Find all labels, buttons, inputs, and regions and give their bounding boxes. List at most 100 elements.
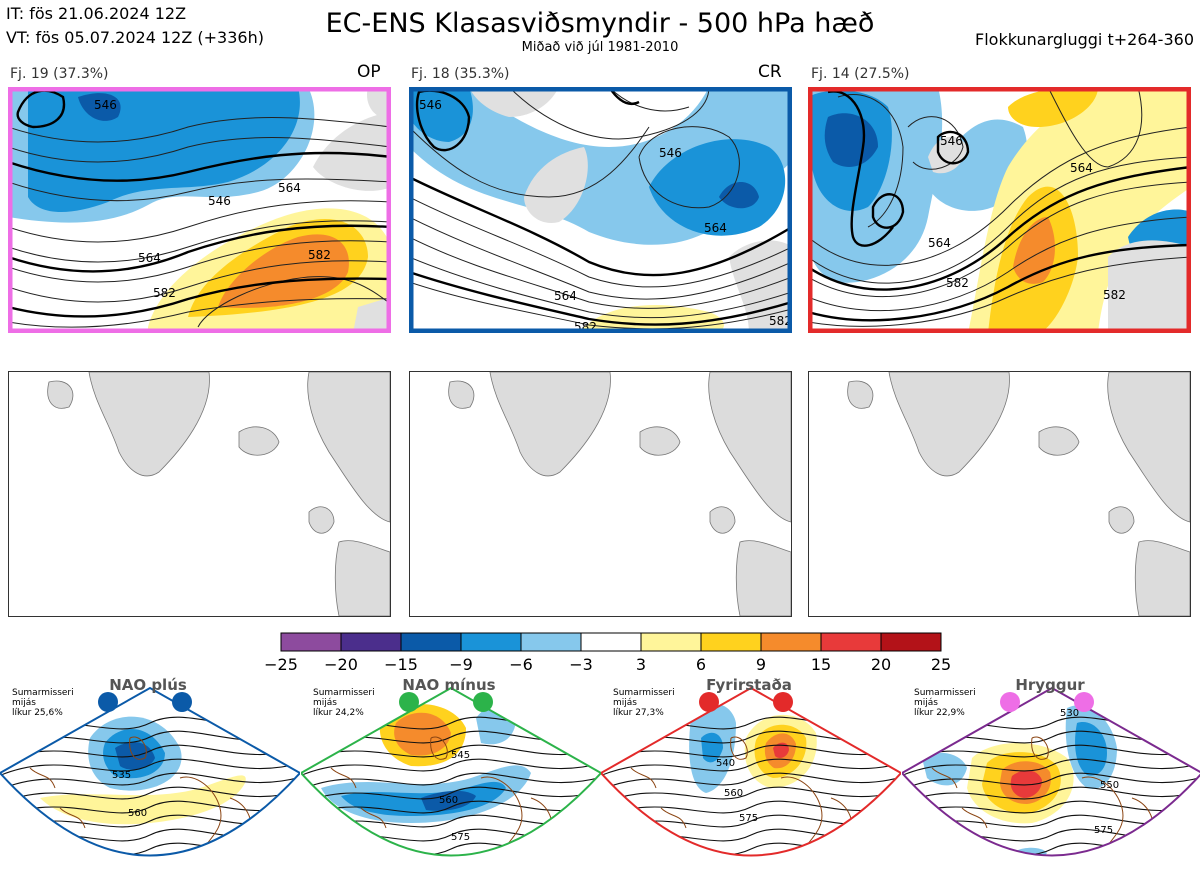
- regime-name: NAO plús: [109, 676, 187, 694]
- regime-note-line: mijás: [914, 698, 938, 708]
- regime-contour-label: 560: [439, 795, 458, 806]
- colorbar-swatch: [760, 632, 822, 652]
- regime-note: Sumarmisseri mijás líkur 22,9%: [914, 688, 976, 718]
- contour-label: 582: [153, 286, 176, 300]
- regime-note-line: líkur 27,3%: [613, 708, 664, 718]
- page-title: EC-ENS Klasasviðsmyndir - 500 hPa hæð: [325, 8, 875, 39]
- regime-map: 540 560 575: [601, 686, 901, 857]
- contour-label: 582: [946, 276, 969, 290]
- cluster-map-1: 546 564 582 546 564 582: [8, 87, 391, 333]
- colorbar-tick-label: 3: [635, 655, 647, 674]
- regime-note: Sumarmisseri mijás líkur 24,2%: [313, 688, 375, 718]
- classification-window: Flokkunargluggi t+264-360: [975, 30, 1194, 49]
- colorbar-swatch: [640, 632, 702, 652]
- regime-map: 535 560: [0, 686, 300, 857]
- panel-1-label: Fj. 19 (37.3%): [10, 66, 109, 82]
- panel-border: [409, 87, 792, 333]
- regime-contour-label: 535: [112, 770, 131, 781]
- regime-note-line: mijás: [12, 698, 36, 708]
- regime-dot: [172, 692, 192, 712]
- empty-map-2: [409, 371, 792, 617]
- panel-2-tag: CR: [758, 62, 782, 82]
- regime-note-line: líkur 22,9%: [914, 708, 965, 718]
- regime-name: Fyrirstaða: [706, 676, 792, 694]
- colorbar-swatch: [460, 632, 522, 652]
- regime-contour-label: 540: [716, 758, 735, 769]
- colorbar: [280, 632, 942, 652]
- regime-contour-label: 550: [1100, 780, 1119, 791]
- colorbar-tick-label: −3: [569, 655, 593, 674]
- page-subtitle: Miðað við júl 1981-2010: [521, 40, 679, 55]
- colorbar-swatch: [340, 632, 402, 652]
- regime-dot: [1000, 692, 1020, 712]
- contour-label: 564: [928, 236, 951, 250]
- regime-map: 545 560 575: [301, 686, 601, 857]
- colorbar-tick-label: 15: [810, 655, 832, 674]
- regime-contour-label: 545: [451, 750, 470, 761]
- regime-name: NAO mínus: [402, 676, 496, 694]
- valid-time: VT: fös 05.07.2024 12Z (+336h): [6, 28, 264, 47]
- regime-contour-label: 560: [724, 788, 743, 799]
- regime-dot: [98, 692, 118, 712]
- contour-label: 582: [1103, 288, 1126, 302]
- regime-dot: [699, 692, 719, 712]
- regime-dot: [473, 692, 493, 712]
- regime-note-line: Sumarmisseri: [613, 688, 675, 698]
- regime-contour-label: 530: [1060, 708, 1079, 719]
- regime-note-line: mijás: [313, 698, 337, 708]
- colorbar-tick-label: 20: [870, 655, 892, 674]
- regime-contour-label: 575: [739, 813, 758, 824]
- regime-note-line: Sumarmisseri: [12, 688, 74, 698]
- contour-label: 546: [659, 146, 682, 160]
- regime-dot: [773, 692, 793, 712]
- regime-note-line: mijás: [613, 698, 637, 708]
- panel-2-label: Fj. 18 (35.3%): [411, 66, 510, 82]
- empty-map-3: [808, 371, 1191, 617]
- panel-border: [8, 87, 391, 333]
- regime-border: [902, 686, 1200, 857]
- regime-map: 530 550 575: [902, 686, 1200, 857]
- colorbar-swatch: [580, 632, 642, 652]
- regime-border: [601, 686, 901, 857]
- regime-note-line: líkur 25,6%: [12, 708, 63, 718]
- contour-label: 564: [278, 181, 301, 195]
- colorbar-swatch: [280, 632, 342, 652]
- colorbar-tick-label: 6: [695, 655, 707, 674]
- init-time: IT: fös 21.06.2024 12Z: [6, 4, 187, 23]
- contour-label: 564: [554, 289, 577, 303]
- colorbar-swatch: [520, 632, 582, 652]
- regime-note-line: líkur 24,2%: [313, 708, 364, 718]
- contour-label: 564: [1070, 161, 1093, 175]
- panel-1-tag: OP: [357, 62, 381, 82]
- regime-note: Sumarmisseri mijás líkur 25,6%: [12, 688, 74, 718]
- colorbar-tick-label: 25: [930, 655, 952, 674]
- regime-note-line: Sumarmisseri: [313, 688, 375, 698]
- contour-label: 564: [704, 221, 727, 235]
- colorbar-swatch: [400, 632, 462, 652]
- contour-label: 546: [419, 98, 442, 112]
- colorbar-tick-label: −25: [264, 655, 298, 674]
- regime-note-line: Sumarmisseri: [914, 688, 976, 698]
- contour-label: 546: [94, 98, 117, 112]
- colorbar-tick-label: −9: [449, 655, 473, 674]
- regime-name: Hryggur: [1015, 676, 1085, 694]
- colorbar-swatch: [880, 632, 942, 652]
- contour-label: 546: [940, 134, 963, 148]
- regime-dot: [399, 692, 419, 712]
- regime-dot: [1074, 692, 1094, 712]
- colorbar-tick-label: −15: [384, 655, 418, 674]
- colorbar-swatch: [700, 632, 762, 652]
- regime-border: [301, 686, 601, 857]
- regime-border: [0, 686, 300, 857]
- contour-label: 582: [308, 248, 331, 262]
- cluster-map-2: 546 564 582 546 564 582: [409, 87, 792, 333]
- contour-label: 582: [769, 314, 792, 328]
- colorbar-swatch: [820, 632, 882, 652]
- colorbar-tick-label: −20: [324, 655, 358, 674]
- colorbar-tick-label: −6: [509, 655, 533, 674]
- regime-contour-label: 575: [451, 832, 470, 843]
- empty-map-1: [8, 371, 391, 617]
- cluster-map-3: 546 564 582 564 582: [808, 87, 1191, 333]
- panel-3-label: Fj. 14 (27.5%): [811, 66, 910, 82]
- colorbar-tick-label: 9: [755, 655, 767, 674]
